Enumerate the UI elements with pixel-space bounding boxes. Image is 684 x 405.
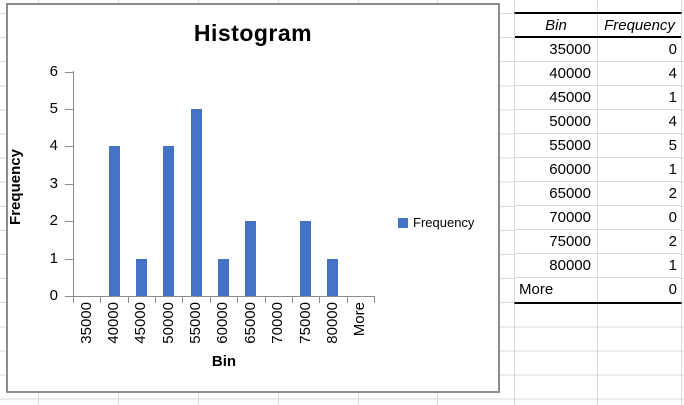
bin-cell[interactable]: 40000 xyxy=(515,62,598,85)
x-tick-label-55000: 55000 xyxy=(187,302,205,344)
y-tick-label-1: 1 xyxy=(49,249,58,267)
x-tick-label-75000: 75000 xyxy=(296,302,314,344)
x-tick xyxy=(127,297,129,303)
bin-cell[interactable]: 75000 xyxy=(515,230,598,253)
bar-55000[interactable] xyxy=(190,109,202,296)
y-tick xyxy=(65,221,73,223)
frequency-cell[interactable]: 0 xyxy=(668,41,677,58)
table-row: 65000 2 xyxy=(515,182,681,206)
frequency-cell[interactable]: 4 xyxy=(668,65,677,82)
frequency-cell[interactable]: 5 xyxy=(668,137,677,154)
x-tick xyxy=(237,297,239,303)
table-row: 60000 1 xyxy=(515,158,681,182)
frequency-cell[interactable]: 1 xyxy=(668,161,677,178)
table-row: 40000 4 xyxy=(515,62,681,86)
bar-50000[interactable] xyxy=(163,146,175,296)
bar-45000[interactable] xyxy=(135,258,147,296)
table-body: 35000 0 40000 4 45000 1 50000 4 55000 5 60000 1 6500… xyxy=(515,38,681,302)
bin-cell[interactable]: 50000 xyxy=(515,110,598,133)
table-row: More 0 xyxy=(515,278,681,302)
x-tick-label-70000: 70000 xyxy=(269,302,287,344)
y-tick-label-3: 3 xyxy=(49,174,58,192)
table-header-bin[interactable]: Bin xyxy=(515,14,598,36)
x-tick xyxy=(264,297,266,303)
table-row: 75000 2 xyxy=(515,230,681,254)
table-row: 55000 5 xyxy=(515,134,681,158)
y-tick xyxy=(65,183,73,185)
x-axis-line xyxy=(73,296,375,297)
x-tick-label-45000: 45000 xyxy=(132,302,150,344)
x-axis-title: Bin xyxy=(211,353,237,370)
y-tick-label-2: 2 xyxy=(49,212,58,230)
bin-cell[interactable]: 55000 xyxy=(515,134,598,157)
x-tick xyxy=(73,297,74,303)
x-tick xyxy=(100,297,102,303)
y-tick-label-0: 0 xyxy=(49,287,58,304)
x-tick xyxy=(346,297,348,303)
x-tick xyxy=(291,297,293,303)
table-row: 35000 0 xyxy=(515,38,681,62)
y-tick-label-5: 5 xyxy=(49,100,58,117)
table-row: 45000 1 xyxy=(515,86,681,110)
y-tick-label-4: 4 xyxy=(49,137,58,155)
y-axis-line xyxy=(73,71,74,297)
bin-frequency-table: Bin Frequency 35000 0 40000 4 45000 1 50000 4 55… xyxy=(514,12,682,304)
x-tick xyxy=(319,297,321,303)
histogram-chart[interactable]: Histogram Frequency 0 1 2 3 4 5 6 35000 40000 45… xyxy=(6,3,500,393)
bin-cell[interactable]: 45000 xyxy=(515,86,598,109)
x-tick-label-60000: 60000 xyxy=(214,302,232,344)
bin-cell[interactable]: 70000 xyxy=(515,206,598,229)
frequency-cell[interactable]: 0 xyxy=(668,209,677,226)
frequency-cell[interactable]: 2 xyxy=(668,185,677,202)
bin-cell[interactable]: 35000 xyxy=(515,38,598,61)
x-tick-label-40000: 40000 xyxy=(105,302,123,344)
bar-40000[interactable] xyxy=(108,146,120,296)
y-axis-title: Frequency xyxy=(7,149,24,225)
x-tick-label-more: More xyxy=(351,302,369,337)
table-row: 50000 4 xyxy=(515,110,681,134)
frequency-cell[interactable]: 1 xyxy=(668,257,677,274)
y-tick xyxy=(65,71,73,73)
bin-cell[interactable]: 80000 xyxy=(515,254,598,277)
x-tick xyxy=(155,297,157,303)
y-tick-label-6: 6 xyxy=(49,62,58,80)
bin-cell[interactable]: 65000 xyxy=(515,182,598,205)
legend[interactable]: Frequency xyxy=(398,215,474,230)
bar-75000[interactable] xyxy=(300,221,312,296)
y-tick xyxy=(65,109,73,110)
bin-cell[interactable]: 60000 xyxy=(515,158,598,181)
x-tick xyxy=(373,297,375,303)
bin-cell[interactable]: More xyxy=(515,278,598,302)
x-tick-label-50000: 50000 xyxy=(159,302,177,344)
table-header-frequency[interactable]: Frequency xyxy=(604,17,675,34)
y-tick xyxy=(65,296,73,297)
x-tick xyxy=(182,297,184,303)
bar-80000[interactable] xyxy=(327,258,339,296)
frequency-cell[interactable]: 4 xyxy=(668,113,677,130)
legend-label: Frequency xyxy=(413,215,475,230)
table-row: 70000 0 xyxy=(515,206,681,230)
legend-swatch-icon xyxy=(398,217,408,228)
frequency-cell[interactable]: 0 xyxy=(668,281,677,298)
y-tick xyxy=(65,146,73,148)
x-tick-label-35000: 35000 xyxy=(77,302,95,344)
frequency-cell[interactable]: 2 xyxy=(668,233,677,250)
table-header-row: Bin Frequency xyxy=(515,14,681,38)
x-tick-label-65000: 65000 xyxy=(241,302,259,344)
y-tick xyxy=(65,258,73,260)
chart-title: Histogram xyxy=(193,20,313,46)
frequency-cell[interactable]: 1 xyxy=(668,89,677,106)
bar-65000[interactable] xyxy=(245,221,257,296)
x-tick-label-80000: 80000 xyxy=(323,302,341,344)
bar-60000[interactable] xyxy=(217,258,229,296)
table-row: 80000 1 xyxy=(515,254,681,278)
x-tick xyxy=(209,297,211,303)
